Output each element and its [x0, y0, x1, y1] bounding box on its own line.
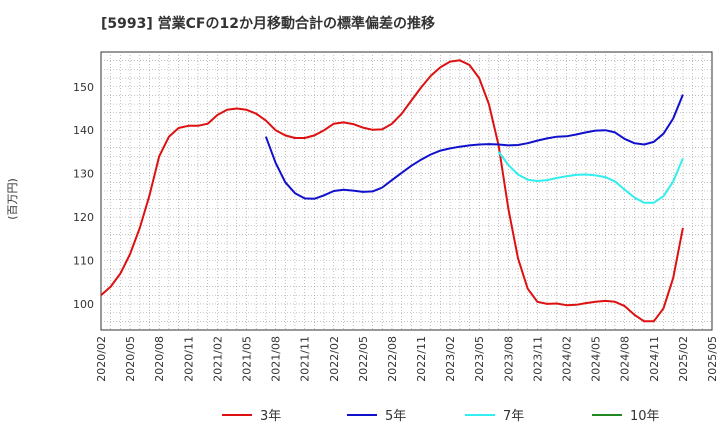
x-tick-label: 2025/02: [677, 336, 690, 382]
x-tick-label: 2023/08: [502, 336, 515, 382]
series-layer: [100, 59, 684, 323]
y-tick-label: 130: [73, 168, 94, 181]
y-tick-label: 120: [73, 211, 94, 224]
x-tick-label: 2020/02: [95, 336, 108, 382]
plot-area: [100, 51, 713, 331]
y-tick-label: 150: [73, 81, 94, 94]
grid: [101, 52, 712, 330]
legend-label-3: 7年: [503, 409, 524, 424]
x-tick-label: 2020/11: [182, 336, 195, 382]
x-axis-ticks: 2020/02 2020/05 2020/08 2020/11 2021/02 2021/…: [95, 336, 719, 382]
x-tick-label: 2022/11: [415, 336, 428, 382]
legend-label-1: 3年: [260, 409, 281, 424]
y-axis-ticks: 100 110 120 130 140 150: [73, 81, 94, 311]
x-tick-label: 2023/11: [531, 336, 544, 382]
legend-label-4: 10年: [630, 409, 660, 424]
x-tick-label: 2022/02: [328, 336, 341, 382]
chart-title: [5993] 営業CFの12か月移動合計の標準偏差の推移: [101, 15, 435, 32]
legend: 3年 5年 7年 10年: [222, 409, 660, 424]
x-tick-label: 2021/11: [299, 336, 312, 382]
x-tick-label: 2021/05: [240, 336, 253, 382]
series-line-3: [497, 151, 684, 204]
x-tick-label: 2024/11: [648, 336, 661, 382]
plot-frame: [100, 51, 713, 331]
series-line-1: [100, 59, 684, 323]
x-tick-label: 2024/08: [619, 336, 632, 382]
x-tick-label: 2021/08: [270, 336, 283, 382]
x-tick-label: 2020/08: [153, 336, 166, 382]
legend-label-2: 5年: [385, 409, 406, 424]
x-tick-label: 2025/05: [706, 336, 719, 382]
y-tick-label: 110: [73, 255, 94, 268]
x-tick-label: 2024/05: [590, 336, 603, 382]
x-tick-label: 2024/02: [561, 336, 574, 382]
y-tick-label: 100: [73, 298, 94, 311]
x-tick-label: 2023/02: [444, 336, 457, 382]
x-tick-label: 2021/02: [211, 336, 224, 382]
y-axis-label: (百万円): [6, 178, 19, 220]
x-tick-label: 2023/05: [473, 336, 486, 382]
series-line-2: [264, 94, 684, 200]
x-tick-label: 2020/05: [124, 336, 137, 382]
x-tick-label: 2022/08: [386, 336, 399, 382]
x-tick-label: 2022/05: [357, 336, 370, 382]
y-tick-label: 140: [73, 124, 94, 137]
